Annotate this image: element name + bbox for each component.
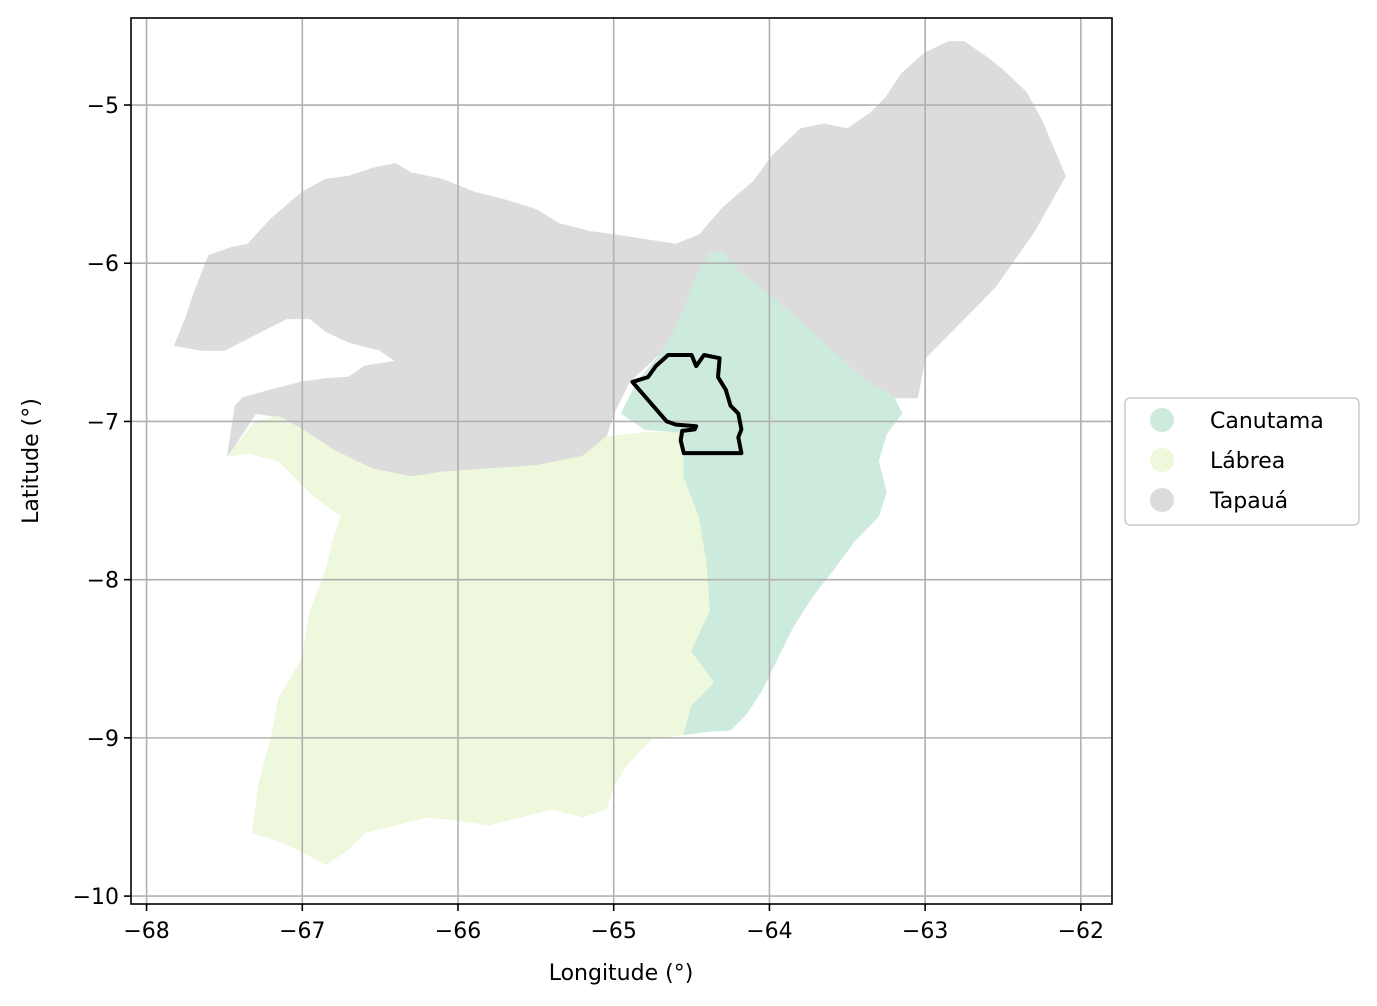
x-axis-label: Longitude (°) <box>549 961 694 986</box>
legend-marker-tapaua <box>1150 488 1174 512</box>
y-axis-ticks: −5 −6 −7 −8 −9 −10 <box>73 94 131 910</box>
plot-frame <box>130 17 1113 905</box>
y-tick-label: −8 <box>87 569 119 594</box>
legend-box <box>1124 397 1360 526</box>
x-tick-label: −68 <box>123 919 169 944</box>
legend-label-tapaua: Tapauá <box>1209 489 1288 514</box>
x-tick-label: −66 <box>435 919 481 944</box>
grid-layer <box>131 18 1112 904</box>
region-canutama <box>620 251 903 736</box>
x-tick-label: −64 <box>746 919 792 944</box>
region-labrea <box>226 416 716 865</box>
legend: Canutama Lábrea Tapauá <box>1124 397 1360 526</box>
y-tick-label: −10 <box>73 885 119 910</box>
x-tick-label: −67 <box>279 919 325 944</box>
y-axis-label: Latitude (°) <box>19 398 44 524</box>
x-tick-label: −62 <box>1058 919 1104 944</box>
y-tick-label: −9 <box>87 727 119 752</box>
x-axis-ticks: −68 −67 −66 −65 −64 −63 −62 <box>123 904 1104 944</box>
regions-layer <box>173 41 1066 865</box>
x-tick-label: −63 <box>902 919 948 944</box>
legend-items: Canutama Lábrea Tapauá <box>1150 408 1324 514</box>
y-tick-label: −7 <box>87 410 119 435</box>
y-tick-label: −5 <box>87 94 119 119</box>
y-tick-label: −6 <box>87 252 119 277</box>
x-tick-label: −65 <box>590 919 636 944</box>
legend-label-labrea: Lábrea <box>1210 449 1285 474</box>
study-area-outline <box>630 353 744 456</box>
legend-marker-canutama <box>1150 408 1174 432</box>
region-tapaua <box>173 41 1066 478</box>
legend-label-canutama: Canutama <box>1210 409 1324 434</box>
legend-marker-labrea <box>1150 448 1174 472</box>
outline-layer <box>630 353 744 456</box>
